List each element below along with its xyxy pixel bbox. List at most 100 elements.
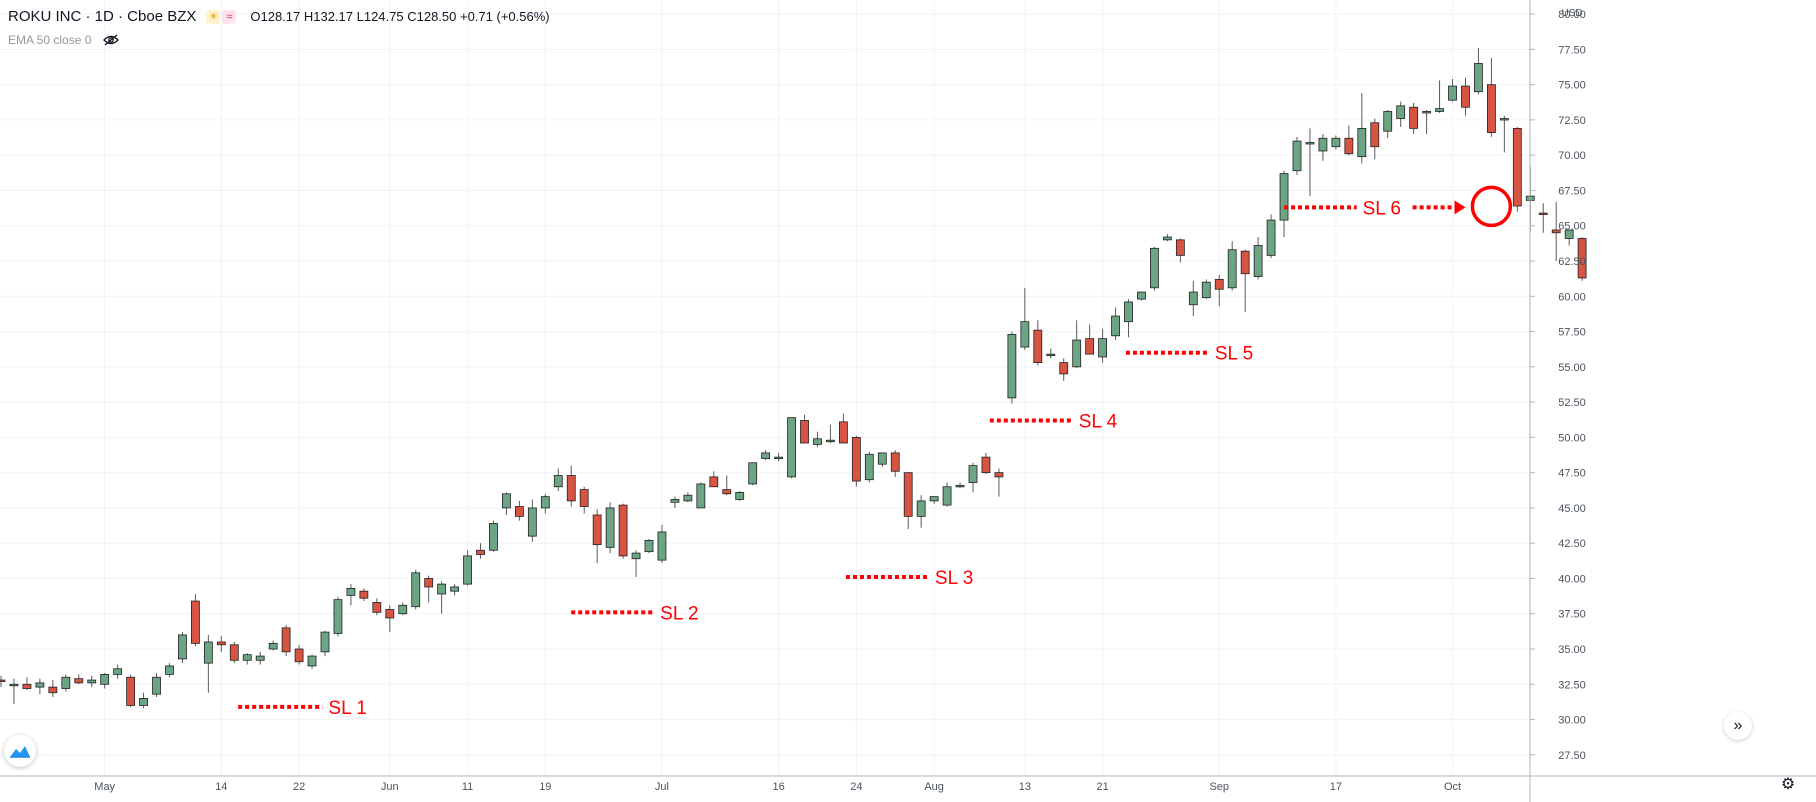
stop-loss-marker: SL 1 <box>238 698 367 719</box>
tradingview-logo[interactable] <box>4 735 36 767</box>
candle <box>281 625 291 657</box>
chart-header: ROKU INC · 1D · Cboe BZX ☀ ≈ O128.17 H13… <box>8 8 550 25</box>
candle <box>178 632 187 664</box>
candle-body <box>579 489 589 507</box>
y-tick-label: 50.00 <box>1558 432 1586 444</box>
candle <box>839 413 848 444</box>
candle <box>333 596 343 637</box>
candle <box>994 468 1004 497</box>
gear-icon: ⚙ <box>1780 776 1796 793</box>
y-tick-label: 40.00 <box>1558 573 1586 585</box>
candle <box>800 414 809 444</box>
candle-body <box>735 492 745 500</box>
candle-body <box>385 609 395 619</box>
candle <box>1253 237 1263 280</box>
candle <box>929 496 939 504</box>
candle-body <box>1461 85 1470 108</box>
candle-body <box>774 456 783 460</box>
candle <box>916 495 926 528</box>
candle-body <box>839 421 848 444</box>
candle-body <box>281 627 291 653</box>
x-tick-label: 19 <box>539 781 551 793</box>
candle <box>787 417 796 479</box>
x-tick-label: Jul <box>655 781 669 793</box>
candle-body <box>1214 278 1224 290</box>
candle-body <box>631 552 641 560</box>
candle-body <box>553 475 563 488</box>
candle-body <box>61 676 71 689</box>
eye-hidden-icon[interactable] <box>103 34 120 46</box>
candle <box>385 605 395 633</box>
candle <box>1085 324 1095 355</box>
candle-body <box>1124 301 1133 323</box>
candle <box>890 450 900 477</box>
y-tick-label: 27.50 <box>1558 750 1586 762</box>
candle <box>1007 331 1017 404</box>
candle <box>152 673 161 697</box>
y-tick-label: 55.00 <box>1558 362 1586 374</box>
candle <box>1551 201 1561 262</box>
candle-body <box>476 549 485 555</box>
candle <box>1111 307 1120 341</box>
candle-body <box>152 676 161 695</box>
scroll-to-realtime-button[interactable]: » <box>1724 712 1752 740</box>
stop-loss-marker: SL 6 <box>1284 185 1513 228</box>
x-tick-label: Aug <box>924 781 944 793</box>
y-tick-label: 77.50 <box>1558 44 1586 56</box>
candle <box>735 490 745 501</box>
indicator-label[interactable]: EMA 50 close 0 <box>8 33 92 47</box>
x-tick-label: May <box>94 781 115 793</box>
candle <box>1383 110 1393 139</box>
time-axis[interactable]: May 14 22 Jun 11 19 Jul 16 24 Aug 13 21 Sep 17 Oct <box>0 775 1816 793</box>
x-tick-label: Jun <box>381 781 399 793</box>
candle-body <box>1577 238 1587 279</box>
price-axis[interactable]: 27.50 30.00 32.50 35.00 37.50 40.00 42.50 45.00… <box>1529 0 1586 802</box>
candle-body <box>190 600 200 644</box>
candle-body <box>1512 127 1522 207</box>
candle-body <box>1163 236 1172 241</box>
x-tick-label: 22 <box>293 781 305 793</box>
candle <box>1214 275 1224 307</box>
candle-body <box>916 500 926 517</box>
candle <box>294 644 304 665</box>
candle <box>372 598 382 616</box>
candle <box>61 674 71 692</box>
candle <box>424 575 434 603</box>
candle-body <box>1474 63 1483 93</box>
candle-body <box>1305 142 1315 145</box>
candle-body <box>994 472 1004 478</box>
candle-body <box>437 583 447 595</box>
candle <box>709 471 719 488</box>
candle <box>1137 291 1146 301</box>
candle-body <box>709 476 719 488</box>
candle-body <box>346 587 356 596</box>
candle <box>1409 102 1419 135</box>
x-tick-label: 16 <box>772 781 784 793</box>
candle-body <box>1448 85 1457 101</box>
y-tick-label: 37.50 <box>1558 609 1586 621</box>
candle <box>113 664 123 679</box>
symbol-title[interactable]: ROKU INC · 1D · Cboe BZX <box>8 8 197 25</box>
candle-body <box>1331 137 1341 148</box>
candle-body <box>1422 111 1431 114</box>
candle-body <box>618 504 628 557</box>
candle-body <box>307 655 317 667</box>
candle-body <box>877 452 887 465</box>
candle <box>242 653 252 665</box>
candle <box>1059 358 1069 381</box>
candle-body <box>294 648 304 663</box>
settings-button[interactable]: ⚙ <box>1778 774 1798 794</box>
highlight-circle <box>1470 185 1513 228</box>
candle <box>1474 47 1483 95</box>
candle <box>1020 287 1030 350</box>
candle-body <box>1538 212 1548 215</box>
candle <box>1435 80 1444 113</box>
candle <box>1240 249 1250 312</box>
candle <box>683 492 693 503</box>
candle <box>1124 299 1133 338</box>
arrow-head <box>1454 200 1466 215</box>
candle-body <box>955 484 965 488</box>
indicator-legend: EMA 50 close 0 <box>8 33 120 47</box>
candle <box>981 452 991 475</box>
